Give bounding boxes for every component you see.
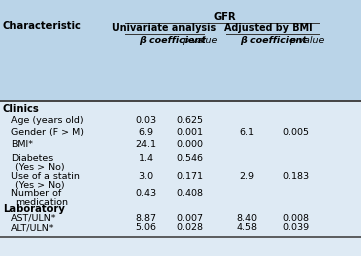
Text: 0.408: 0.408 bbox=[176, 189, 203, 198]
Text: β coefficient: β coefficient bbox=[139, 36, 206, 46]
Text: GFR: GFR bbox=[213, 12, 236, 22]
Text: Age (years old): Age (years old) bbox=[11, 116, 83, 125]
Text: (Yes > No): (Yes > No) bbox=[15, 180, 65, 190]
Text: 8.40: 8.40 bbox=[237, 214, 258, 223]
Text: 0.000: 0.000 bbox=[176, 140, 203, 149]
Text: 0.007: 0.007 bbox=[176, 214, 203, 223]
Text: 3.0: 3.0 bbox=[139, 172, 154, 181]
Text: 5.06: 5.06 bbox=[136, 223, 157, 232]
Text: 2.9: 2.9 bbox=[240, 172, 255, 181]
Text: 0.43: 0.43 bbox=[136, 189, 157, 198]
Text: Clinics: Clinics bbox=[3, 104, 40, 114]
Text: 1.4: 1.4 bbox=[139, 154, 154, 163]
Text: Univariate analysis: Univariate analysis bbox=[112, 23, 216, 33]
Text: Adjusted by BMI: Adjusted by BMI bbox=[224, 23, 312, 33]
Bar bbox=[0, 0, 361, 101]
Text: Number of: Number of bbox=[11, 189, 61, 198]
Text: 0.008: 0.008 bbox=[283, 214, 309, 223]
Text: 6.1: 6.1 bbox=[240, 128, 255, 137]
Text: 0.028: 0.028 bbox=[176, 223, 203, 232]
Text: p-value: p-value bbox=[182, 36, 218, 46]
Text: Use of a statin: Use of a statin bbox=[11, 172, 80, 181]
Text: Diabetes: Diabetes bbox=[11, 154, 53, 163]
Text: 0.03: 0.03 bbox=[136, 116, 157, 125]
Text: β coefficient: β coefficient bbox=[240, 36, 307, 46]
Text: ALT/ULN*: ALT/ULN* bbox=[11, 223, 54, 232]
Text: 6.9: 6.9 bbox=[139, 128, 154, 137]
Text: 0.005: 0.005 bbox=[283, 128, 309, 137]
Text: 8.87: 8.87 bbox=[136, 214, 157, 223]
Text: Characteristic: Characteristic bbox=[3, 20, 82, 31]
Text: p-value: p-value bbox=[289, 36, 324, 46]
Text: 0.171: 0.171 bbox=[176, 172, 203, 181]
Text: medication: medication bbox=[15, 198, 68, 207]
Text: 0.001: 0.001 bbox=[176, 128, 203, 137]
Text: AST/ULN*: AST/ULN* bbox=[11, 214, 56, 223]
Text: 0.039: 0.039 bbox=[282, 223, 310, 232]
Text: Gender (F > M): Gender (F > M) bbox=[11, 128, 84, 137]
Text: 24.1: 24.1 bbox=[136, 140, 157, 149]
Text: Laboratory: Laboratory bbox=[3, 204, 65, 214]
Text: 0.546: 0.546 bbox=[176, 154, 203, 163]
Text: BMI*: BMI* bbox=[11, 140, 33, 149]
Text: 0.625: 0.625 bbox=[176, 116, 203, 125]
Text: (Yes > No): (Yes > No) bbox=[15, 163, 65, 172]
Text: 0.183: 0.183 bbox=[282, 172, 310, 181]
Text: 4.58: 4.58 bbox=[237, 223, 258, 232]
